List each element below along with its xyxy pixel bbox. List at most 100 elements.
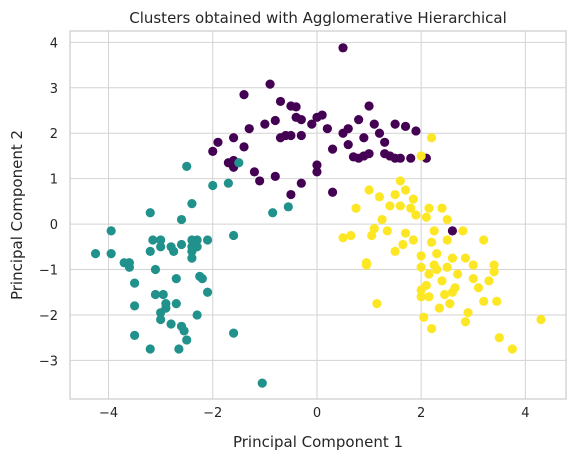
- data-point: [536, 314, 546, 325]
- data-point: [489, 267, 499, 277]
- data-point: [234, 158, 244, 168]
- data-point: [429, 260, 439, 270]
- data-point: [239, 90, 249, 100]
- data-point: [187, 199, 197, 209]
- data-point: [364, 101, 374, 111]
- data-point: [447, 226, 458, 236]
- data-point: [257, 378, 267, 388]
- data-point: [182, 335, 192, 345]
- data-point: [171, 298, 181, 309]
- data-point: [377, 214, 387, 225]
- data-point: [424, 203, 434, 213]
- chart-title: Clusters obtained with Agglomerative Hie…: [129, 9, 507, 27]
- cluster-1-points: [90, 158, 293, 388]
- data-point: [286, 189, 296, 200]
- data-point: [361, 260, 372, 270]
- data-point: [327, 187, 338, 197]
- data-point: [372, 298, 382, 309]
- data-point: [390, 119, 400, 129]
- data-point: [385, 201, 395, 211]
- data-point: [296, 130, 306, 141]
- data-point: [494, 333, 504, 343]
- data-point: [354, 114, 364, 125]
- data-point: [479, 296, 489, 306]
- data-point: [421, 212, 431, 222]
- data-point: [395, 176, 405, 186]
- y-tick-labels: −3 −2 −1 0 1 2 3 4: [39, 36, 58, 369]
- y-tick-label: −3: [39, 354, 58, 369]
- x-axis-label: Principal Component 1: [233, 433, 403, 451]
- data-point: [338, 233, 348, 243]
- data-point: [374, 192, 385, 202]
- data-point: [260, 119, 270, 129]
- data-point: [390, 189, 400, 200]
- data-point: [312, 160, 322, 170]
- y-tick-label: 4: [50, 36, 58, 51]
- cluster-0-points: [208, 43, 458, 236]
- data-point: [270, 171, 280, 181]
- data-point: [202, 287, 213, 297]
- data-point: [351, 203, 361, 213]
- data-point: [312, 112, 322, 122]
- data-point: [408, 194, 418, 204]
- data-point: [145, 344, 155, 354]
- data-point: [192, 235, 202, 245]
- data-point: [176, 214, 187, 225]
- data-point: [492, 296, 502, 306]
- data-point: [208, 180, 218, 191]
- data-point: [228, 230, 239, 241]
- data-point: [348, 152, 359, 162]
- data-point: [473, 283, 484, 293]
- data-point: [400, 121, 411, 132]
- data-point: [463, 308, 473, 318]
- plot-frame: [69, 30, 567, 400]
- data-point: [119, 258, 129, 268]
- y-tick-label: 0: [50, 218, 58, 233]
- data-point: [286, 130, 296, 141]
- x-tick-labels: −4 −2 0 2 4: [99, 406, 530, 421]
- data-point: [440, 289, 450, 300]
- data-point: [429, 226, 439, 236]
- data-point: [150, 289, 161, 300]
- data-point: [150, 264, 161, 275]
- data-point: [228, 328, 239, 338]
- data-point: [223, 178, 233, 188]
- y-tick-label: 2: [50, 127, 58, 142]
- data-point: [367, 230, 377, 241]
- data-point: [176, 321, 187, 331]
- data-point: [359, 133, 369, 143]
- data-point: [171, 274, 181, 284]
- data-point: [442, 262, 452, 272]
- data-point: [208, 146, 218, 156]
- data-point: [437, 276, 447, 286]
- data-point: [187, 246, 197, 256]
- data-point: [432, 249, 442, 259]
- cluster-2-points: [338, 133, 546, 354]
- x-tick-label: −2: [203, 406, 222, 421]
- data-point: [385, 151, 395, 161]
- y-tick-label: 1: [50, 173, 58, 188]
- data-point: [411, 210, 421, 220]
- data-point: [382, 226, 392, 236]
- data-point: [213, 137, 223, 147]
- data-point: [507, 344, 517, 354]
- data-point: [416, 292, 426, 302]
- data-point: [460, 317, 471, 327]
- data-point: [182, 161, 192, 171]
- data-point: [130, 330, 140, 340]
- data-point: [176, 239, 187, 250]
- data-point: [156, 314, 166, 325]
- data-point: [434, 303, 444, 313]
- x-tick-label: 0: [313, 406, 321, 421]
- points: [90, 43, 546, 388]
- data-point: [442, 214, 452, 225]
- data-point: [90, 249, 101, 259]
- y-axis-label: Principal Component 2: [8, 130, 26, 300]
- data-point: [255, 176, 265, 186]
- data-point: [426, 133, 437, 143]
- data-point: [458, 226, 468, 236]
- data-point: [265, 79, 275, 89]
- data-point: [296, 178, 306, 188]
- data-point: [346, 230, 356, 241]
